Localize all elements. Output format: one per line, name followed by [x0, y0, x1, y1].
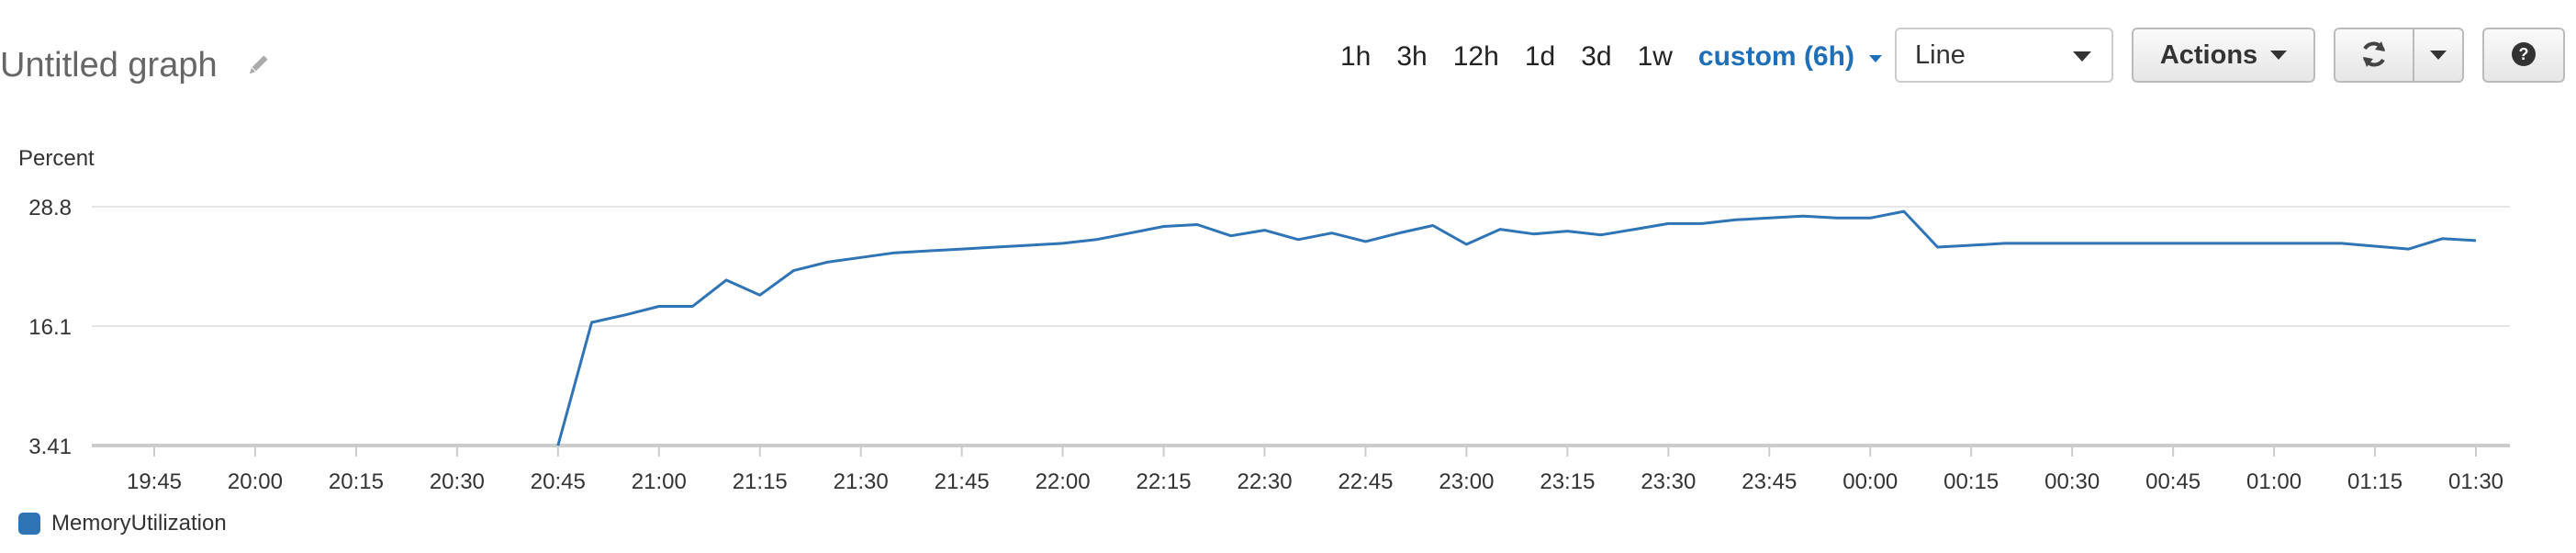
x-tick-label: 01:15: [2347, 469, 2402, 494]
x-tick-label: 00:15: [1943, 469, 1999, 494]
question-icon: ?: [2510, 40, 2537, 71]
x-tick-label: 20:15: [329, 469, 384, 494]
graph-type-value: Line: [1915, 40, 1966, 70]
x-tick-label: 23:15: [1540, 469, 1595, 494]
x-tick-label: 00:30: [2044, 469, 2100, 494]
title-row: Untitled graph: [0, 33, 271, 97]
refresh-icon: [2358, 39, 2390, 73]
svg-text:?: ?: [2519, 45, 2529, 63]
chevron-down-icon: [2430, 51, 2447, 60]
x-tick-label: 22:15: [1137, 469, 1192, 494]
series-layer: [556, 209, 2477, 446]
range-1w[interactable]: 1w: [1637, 41, 1673, 72]
x-tick-label: 20:00: [228, 469, 283, 494]
x-tick-label: 21:45: [935, 469, 990, 494]
x-tick-label: 21:00: [632, 469, 687, 494]
x-tick-label: 21:30: [834, 469, 889, 494]
refresh-options-button[interactable]: [2413, 28, 2464, 83]
range-12h[interactable]: 12h: [1452, 41, 1499, 72]
x-tick-label: 00:00: [1842, 469, 1898, 494]
actions-label: Actions: [2159, 40, 2258, 70]
time-range-selector: 1h 3h 12h 1d 3d 1w custom (6h): [1340, 29, 1882, 85]
chevron-down-icon: [2270, 51, 2288, 60]
x-tick-label: 22:00: [1036, 469, 1091, 494]
grid-layer: [92, 206, 2510, 328]
x-tick-label: 01:30: [2448, 469, 2503, 494]
x-tick-label: 01:00: [2246, 469, 2302, 494]
graph-title: Untitled graph: [0, 45, 218, 85]
range-1h[interactable]: 1h: [1340, 41, 1372, 72]
x-tick-label: 20:30: [430, 469, 485, 494]
series-line-MemoryUtilization[interactable]: [556, 209, 2477, 446]
actions-button[interactable]: Actions: [2132, 28, 2315, 83]
x-tick-label: 22:45: [1338, 469, 1393, 494]
x-tick-label: 19:45: [127, 469, 182, 494]
x-tick-label: 22:30: [1237, 469, 1292, 494]
help-button[interactable]: ?: [2482, 28, 2565, 83]
chevron-down-icon: [2073, 51, 2091, 62]
range-1d[interactable]: 1d: [1524, 41, 1556, 72]
legend-swatch: [18, 513, 40, 535]
y-tick-label: 28.8: [28, 196, 72, 220]
x-tick-label: 00:45: [2145, 469, 2201, 494]
graph-type-select[interactable]: Line: [1895, 28, 2113, 83]
x-tick-label: 20:45: [531, 469, 586, 494]
x-tick-label: 23:30: [1641, 469, 1696, 494]
x-tick-label: 21:15: [733, 469, 788, 494]
legend-label[interactable]: MemoryUtilization: [51, 511, 227, 536]
y-tick-label: 16.1: [28, 315, 72, 340]
refresh-button[interactable]: [2334, 28, 2414, 83]
range-3h[interactable]: 3h: [1396, 41, 1428, 72]
pencil-icon[interactable]: [245, 52, 271, 78]
x-tick-label: 23:45: [1742, 469, 1797, 494]
axis-layer: 28.8 16.1 3.41 19:45 20:00 20:15 20:30 20:45 21:…: [28, 196, 2510, 494]
range-custom[interactable]: custom (6h): [1697, 41, 1854, 72]
range-3d[interactable]: 3d: [1581, 41, 1612, 72]
y-tick-label: 3.41: [28, 434, 72, 459]
legend: MemoryUtilization: [18, 509, 227, 538]
x-tick-label: 23:00: [1439, 469, 1494, 494]
chevron-down-icon[interactable]: [1868, 55, 1882, 62]
y-axis-label: Percent: [18, 146, 95, 171]
